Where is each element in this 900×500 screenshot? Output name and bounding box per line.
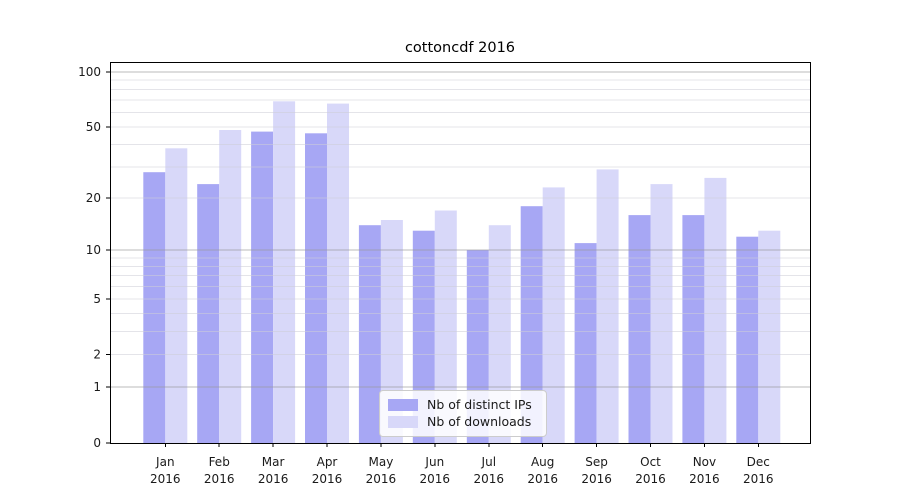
x-tick-label-year: 2016 [743,472,774,486]
bar-nb-of-distinct-ips-apr [305,133,327,444]
x-tick-label-month: Apr [317,455,338,469]
legend-label-distinct-ips: Nb of distinct IPs [427,396,532,412]
bar-nb-of-distinct-ips-may [358,225,381,443]
x-tick-label-month: Mar [262,455,285,469]
x-tick-label-year: 2016 [258,472,289,486]
chart-title: cottoncdf 2016 [405,40,515,56]
x-tick-label-year: 2016 [474,472,505,486]
x-tick-label-year: 2016 [312,472,343,486]
x-tick-label-month: Oct [640,455,661,469]
bar-nb-of-distinct-ips-mar [251,131,274,443]
x-tick-label-year: 2016 [689,472,720,486]
gridlines [110,71,810,388]
y-tick-label: 0 [93,436,101,450]
x-tick-label-month: Nov [693,455,716,469]
y-tick-label: 50 [86,120,101,134]
legend-row-downloads: Nb of downloads [380,414,546,429]
y-tick-label: 2 [93,348,101,362]
x-tick-label-month: Jan [155,455,175,469]
bar-nb-of-downloads-jun [434,210,457,443]
x-tick-label-month: Jul [481,455,496,469]
y-tick-label: 100 [78,65,101,79]
x-tick-label-year: 2016 [420,472,451,486]
bar-nb-of-downloads-jan [165,148,188,444]
axis-labels: 1005020105210Jan2016Feb2016Mar2016Apr201… [78,65,773,486]
bars [143,101,781,444]
y-tick-label: 1 [93,380,101,394]
x-tick-label-month: Dec [747,455,770,469]
bar-nb-of-downloads-nov [704,177,727,443]
legend-row-distinct-ips: Nb of distinct IPs [380,396,546,412]
bar-nb-of-downloads-mar [273,101,296,444]
bar-nb-of-distinct-ips-dec [736,236,759,443]
legend-label-downloads: Nb of downloads [427,414,532,429]
x-tick-label-year: 2016 [366,472,397,486]
x-tick-label-year: 2016 [204,472,235,486]
bar-nb-of-distinct-ips-oct [628,215,651,443]
legend-swatch-downloads [388,416,418,429]
legend: Nb of distinct IPs Nb of downloads [379,390,547,437]
x-tick-label-month: May [368,455,393,469]
x-tick-label-year: 2016 [635,472,666,486]
bar-nb-of-distinct-ips-nov [682,215,705,443]
legend-swatch-distinct-ips [388,398,418,411]
bar-nb-of-downloads-aug [542,187,565,443]
bar-nb-of-distinct-ips-sep [574,243,597,443]
x-tick-label-month: Jun [424,455,444,469]
plot-border [110,62,811,444]
x-tick-label-year: 2016 [150,472,181,486]
bar-nb-of-downloads-jul [488,225,511,443]
bar-nb-of-distinct-ips-aug [520,206,543,443]
x-tick-label-month: Aug [531,455,554,469]
bar-nb-of-downloads-apr [327,103,349,443]
axes [106,62,811,447]
x-tick-label-year: 2016 [527,472,558,486]
y-tick-label: 20 [86,191,101,205]
y-tick-label: 5 [93,292,101,306]
x-tick-label-month: Sep [585,455,608,469]
bar-nb-of-distinct-ips-jan [143,172,166,443]
x-tick-label-year: 2016 [581,472,612,486]
bar-nb-of-distinct-ips-jun [412,230,435,443]
bar-nb-of-downloads-sep [596,169,619,443]
bar-nb-of-downloads-dec [758,230,781,443]
x-tick-label-month: Feb [209,455,230,469]
y-tick-label: 10 [86,243,101,257]
